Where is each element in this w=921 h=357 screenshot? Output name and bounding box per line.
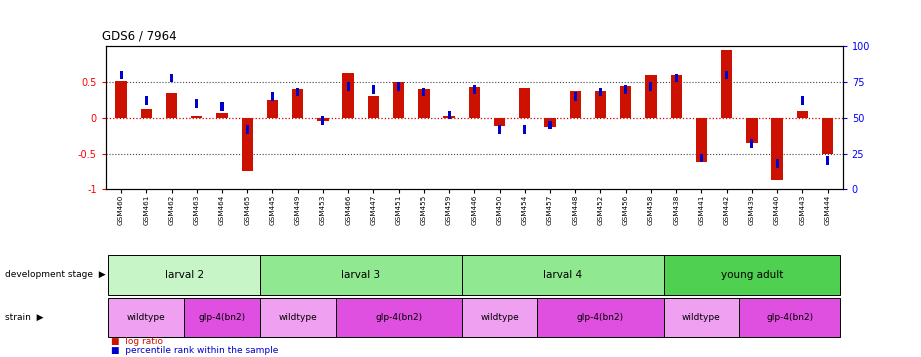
Text: glp-4(bn2): glp-4(bn2) (577, 313, 624, 322)
Bar (775, 159, 778, 168)
Bar (721, 50, 732, 118)
Bar (346, 82, 350, 91)
Bar (544, 118, 555, 127)
Bar (663, 298, 740, 337)
Text: ■  percentile rank within the sample: ■ percentile rank within the sample (111, 346, 278, 355)
Bar (624, 85, 627, 94)
Bar (448, 111, 450, 119)
Text: wildtype: wildtype (480, 313, 519, 322)
Bar (537, 298, 663, 337)
Bar (695, 118, 707, 162)
Text: glp-4(bn2): glp-4(bn2) (766, 313, 813, 322)
Text: wildtype: wildtype (127, 313, 166, 322)
Bar (343, 73, 354, 118)
Bar (335, 298, 461, 337)
Bar (418, 89, 429, 118)
Bar (216, 113, 227, 118)
Bar (725, 71, 729, 79)
Bar (141, 109, 152, 118)
Bar (195, 99, 198, 108)
Text: wildtype: wildtype (278, 313, 317, 322)
Bar (220, 102, 224, 111)
Bar (109, 255, 260, 295)
Bar (746, 118, 758, 143)
Text: glp-4(bn2): glp-4(bn2) (375, 313, 422, 322)
Bar (574, 92, 577, 101)
Bar (700, 154, 703, 162)
Bar (569, 91, 581, 118)
Bar (191, 116, 203, 118)
Bar (423, 88, 426, 96)
Text: larval 3: larval 3 (341, 270, 380, 280)
Bar (109, 298, 184, 337)
Bar (461, 298, 537, 337)
Text: development stage  ▶: development stage ▶ (5, 270, 105, 280)
Bar (801, 96, 804, 105)
Bar (367, 96, 379, 118)
Bar (115, 81, 127, 118)
Bar (292, 89, 303, 118)
Bar (472, 85, 476, 94)
Text: ■  log ratio: ■ log ratio (111, 337, 162, 346)
Text: strain  ▶: strain ▶ (5, 313, 43, 322)
Bar (372, 85, 375, 94)
Bar (297, 88, 299, 96)
Bar (321, 116, 324, 125)
Bar (663, 255, 840, 295)
Bar (393, 82, 404, 118)
Bar (772, 118, 783, 180)
Bar (751, 139, 753, 148)
Bar (184, 298, 260, 337)
Bar (519, 88, 530, 118)
Bar (267, 100, 278, 118)
Bar (620, 86, 632, 118)
Text: larval 2: larval 2 (165, 270, 204, 280)
Bar (246, 125, 249, 134)
Bar (241, 118, 253, 171)
Bar (166, 93, 177, 118)
Text: wildtype: wildtype (682, 313, 721, 322)
Bar (397, 82, 400, 91)
Bar (649, 82, 652, 91)
Text: glp-4(bn2): glp-4(bn2) (198, 313, 246, 322)
Bar (523, 125, 526, 134)
Text: young adult: young adult (721, 270, 783, 280)
Bar (145, 96, 147, 105)
Bar (826, 156, 829, 165)
Bar (797, 111, 808, 118)
Bar (599, 88, 602, 96)
Bar (260, 255, 461, 295)
Bar (260, 298, 335, 337)
Bar (469, 87, 480, 118)
Bar (494, 118, 506, 126)
Bar (549, 121, 552, 129)
Bar (822, 118, 834, 154)
Text: GDS6 / 7964: GDS6 / 7964 (102, 29, 177, 42)
Bar (170, 74, 173, 82)
Bar (670, 75, 682, 118)
Bar (675, 74, 678, 82)
Bar (646, 75, 657, 118)
Bar (443, 116, 455, 118)
Bar (461, 255, 663, 295)
Bar (498, 125, 501, 134)
Bar (120, 71, 122, 79)
Bar (740, 298, 840, 337)
Bar (317, 118, 329, 121)
Text: larval 4: larval 4 (543, 270, 582, 280)
Bar (271, 92, 274, 101)
Bar (595, 91, 606, 118)
